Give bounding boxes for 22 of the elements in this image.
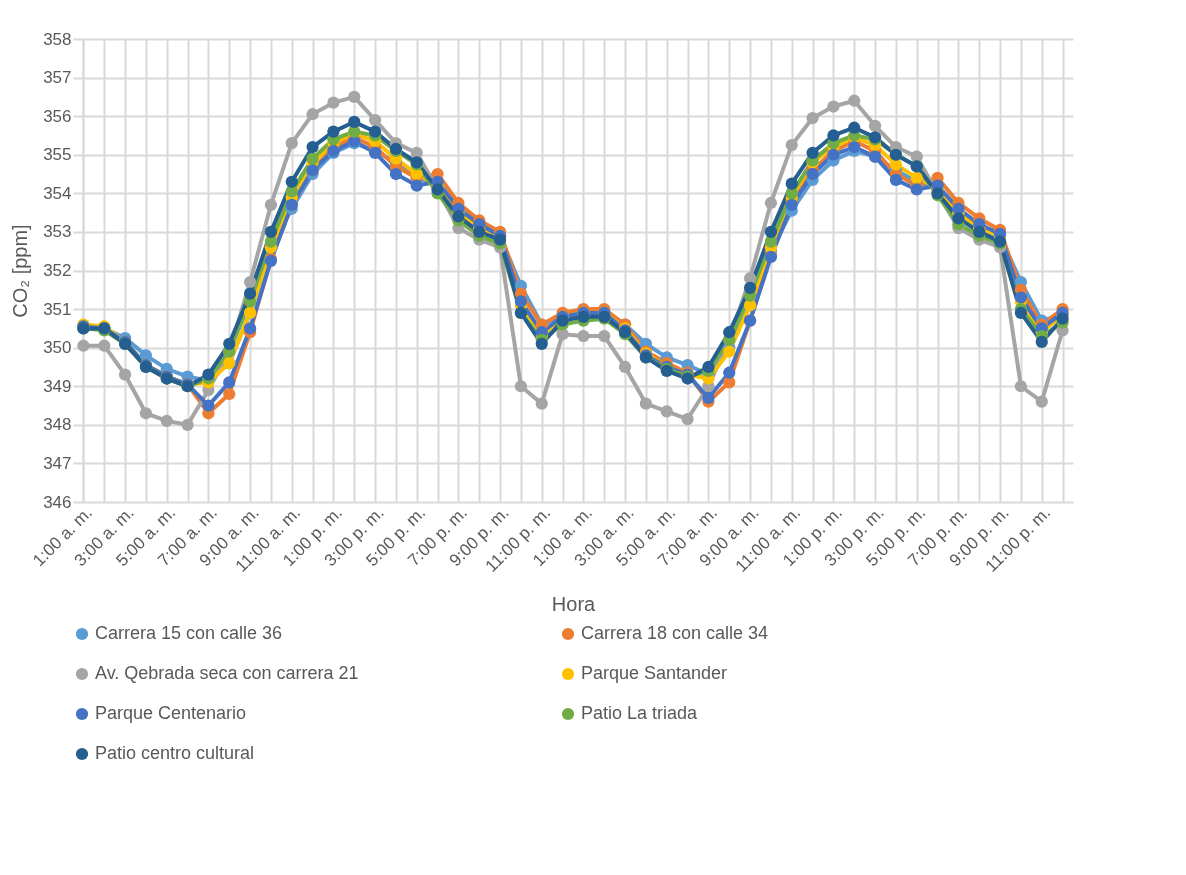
y-tick-label: 357 xyxy=(43,68,72,88)
y-tick-label: 350 xyxy=(43,338,72,358)
y-tick-label: 348 xyxy=(43,415,72,435)
y-tick-label: 346 xyxy=(43,492,72,512)
y-tick-label: 353 xyxy=(43,222,72,242)
y-tick-label: 347 xyxy=(43,453,72,473)
y-tick-label: 356 xyxy=(43,106,72,126)
y-tick-label: 349 xyxy=(43,376,72,396)
y-tick-label: 358 xyxy=(43,29,72,49)
y-tick-label: 355 xyxy=(43,145,72,165)
legend-label: Patio centro cultural xyxy=(95,743,255,763)
legend-label: Carrera 15 con calle 36 xyxy=(95,623,283,643)
x-axis-title: Hora xyxy=(551,593,597,616)
y-axis-title: CO₂ [ppm] xyxy=(9,224,32,318)
y-tick-label: 351 xyxy=(43,299,72,319)
legend-label: Parque Santander xyxy=(581,663,728,683)
legend-label: Av. Qebrada seca con carrera 21 xyxy=(95,663,359,683)
y-tick-label: 352 xyxy=(43,261,72,280)
legend-label: Parque Centenario xyxy=(95,703,247,723)
legend-label: Carrera 18 con calle 34 xyxy=(581,623,769,643)
legend-label: Patio La triada xyxy=(581,703,699,723)
y-tick-label: 354 xyxy=(43,183,72,203)
